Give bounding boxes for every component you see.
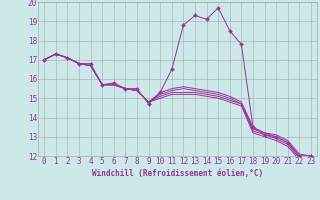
X-axis label: Windchill (Refroidissement éolien,°C): Windchill (Refroidissement éolien,°C) (92, 169, 263, 178)
